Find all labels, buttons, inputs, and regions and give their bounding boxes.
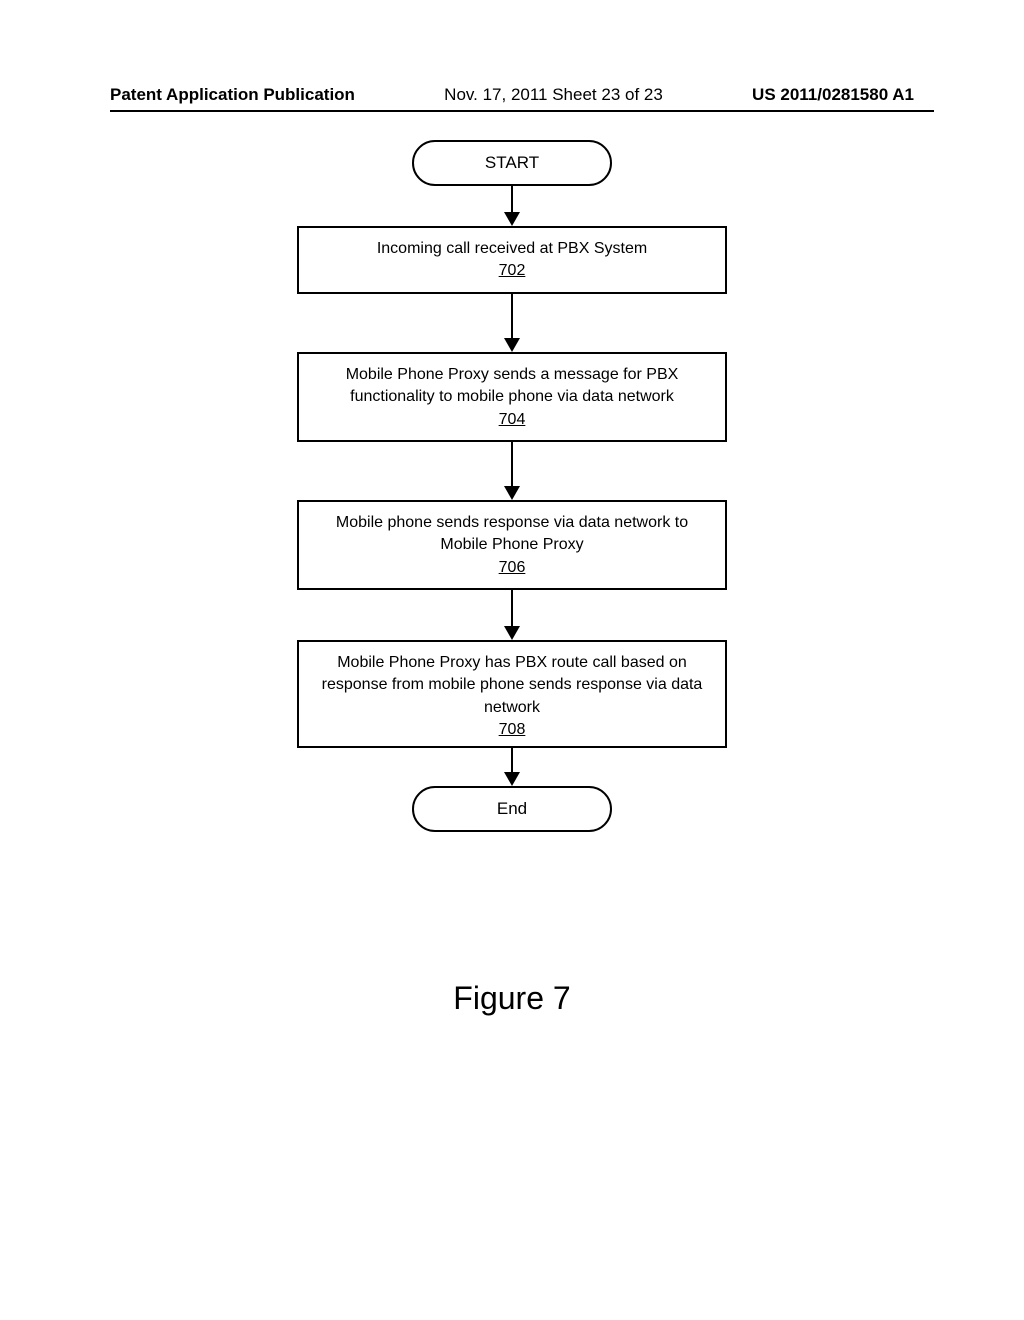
process-number: 708 [499, 721, 526, 738]
process-702: Incoming call received at PBX System 702 [297, 226, 727, 294]
process-704: Mobile Phone Proxy sends a message for P… [297, 352, 727, 442]
process-text: Mobile Phone Proxy sends a message for P… [346, 366, 679, 405]
process-708: Mobile Phone Proxy has PBX route call ba… [297, 640, 727, 748]
arrow-line [511, 294, 513, 338]
flowchart-container: START Incoming call received at PBX Syst… [0, 140, 1024, 832]
header-divider [110, 110, 934, 112]
arrow-2 [504, 294, 520, 352]
arrow-1 [504, 186, 520, 226]
arrow-head-icon [504, 338, 520, 352]
arrow-line [511, 186, 513, 212]
process-text: Mobile phone sends response via data net… [336, 514, 688, 553]
process-text: Mobile Phone Proxy has PBX route call ba… [322, 654, 703, 716]
end-label: End [497, 799, 527, 819]
header-publication: Patent Application Publication [110, 85, 355, 105]
arrow-4 [504, 590, 520, 640]
arrow-line [511, 442, 513, 486]
start-terminal: START [412, 140, 612, 186]
start-label: START [485, 153, 539, 173]
arrow-3 [504, 442, 520, 500]
process-text: Incoming call received at PBX System [377, 240, 647, 257]
arrow-line [511, 590, 513, 626]
arrow-head-icon [504, 212, 520, 226]
arrow-head-icon [504, 626, 520, 640]
process-number: 702 [499, 262, 526, 279]
patent-header: Patent Application Publication Nov. 17, … [0, 85, 1024, 105]
arrow-line [511, 748, 513, 772]
arrow-head-icon [504, 772, 520, 786]
arrow-5 [504, 748, 520, 786]
arrow-head-icon [504, 486, 520, 500]
end-terminal: End [412, 786, 612, 832]
header-date-sheet: Nov. 17, 2011 Sheet 23 of 23 [444, 85, 663, 105]
process-number: 704 [499, 411, 526, 428]
process-706: Mobile phone sends response via data net… [297, 500, 727, 590]
header-patent-number: US 2011/0281580 A1 [752, 85, 914, 105]
process-number: 706 [499, 559, 526, 576]
figure-label: Figure 7 [0, 980, 1024, 1017]
